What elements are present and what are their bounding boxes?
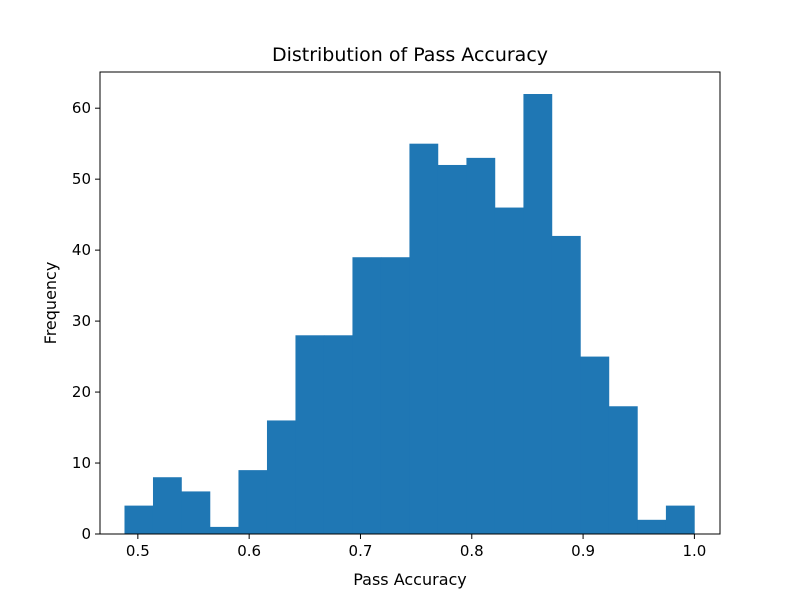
histogram-bar-6 (295, 335, 325, 534)
histogram-bar-1 (152, 477, 182, 534)
histogram-bar-16 (580, 356, 610, 534)
y-tick-label: 60 (72, 99, 91, 117)
y-tick-label: 30 (72, 312, 91, 330)
x-axis-ticks: 0.5 0.6 0.7 0.8 0.9 1.0 (126, 534, 706, 560)
y-axis-ticks: 0 10 20 30 40 50 60 (72, 99, 100, 543)
histogram-bar-13 (494, 207, 524, 535)
x-tick-label: 0.9 (571, 542, 595, 560)
y-tick-label: 40 (72, 241, 91, 259)
y-axis-label: Frequency (41, 262, 60, 345)
histogram-bar-18 (637, 519, 667, 534)
x-tick-label: 1.0 (682, 542, 706, 560)
chart-title: Distribution of Pass Accuracy (272, 44, 548, 66)
y-tick-label: 50 (72, 170, 91, 188)
histogram-bar-3 (209, 526, 239, 534)
histogram-bar-7 (323, 335, 353, 534)
x-tick-label: 0.7 (349, 542, 373, 560)
histogram-bar-2 (181, 491, 211, 534)
histogram-bar-5 (266, 420, 296, 534)
histogram-bar-0 (124, 505, 154, 534)
histogram-bar-14 (523, 94, 553, 534)
histogram-bar-9 (380, 257, 410, 534)
histogram-bar-10 (409, 143, 439, 534)
histogram-bar-8 (352, 257, 382, 534)
y-tick-label: 10 (72, 454, 91, 472)
histogram-bar-19 (665, 505, 695, 534)
bars-group (124, 94, 695, 535)
x-tick-label: 0.8 (460, 542, 484, 560)
y-tick-label: 0 (81, 525, 91, 543)
histogram-bar-4 (238, 470, 268, 534)
x-axis-label: Pass Accuracy (353, 570, 467, 589)
histogram-bar-12 (466, 157, 496, 534)
histogram-bar-17 (608, 406, 638, 534)
x-tick-label: 0.6 (237, 542, 261, 560)
y-tick-label: 20 (72, 383, 91, 401)
plot-area-frame (99, 71, 721, 535)
histogram-bar-15 (551, 235, 581, 534)
x-tick-label: 0.5 (126, 542, 150, 560)
histogram-bar-11 (437, 164, 467, 534)
